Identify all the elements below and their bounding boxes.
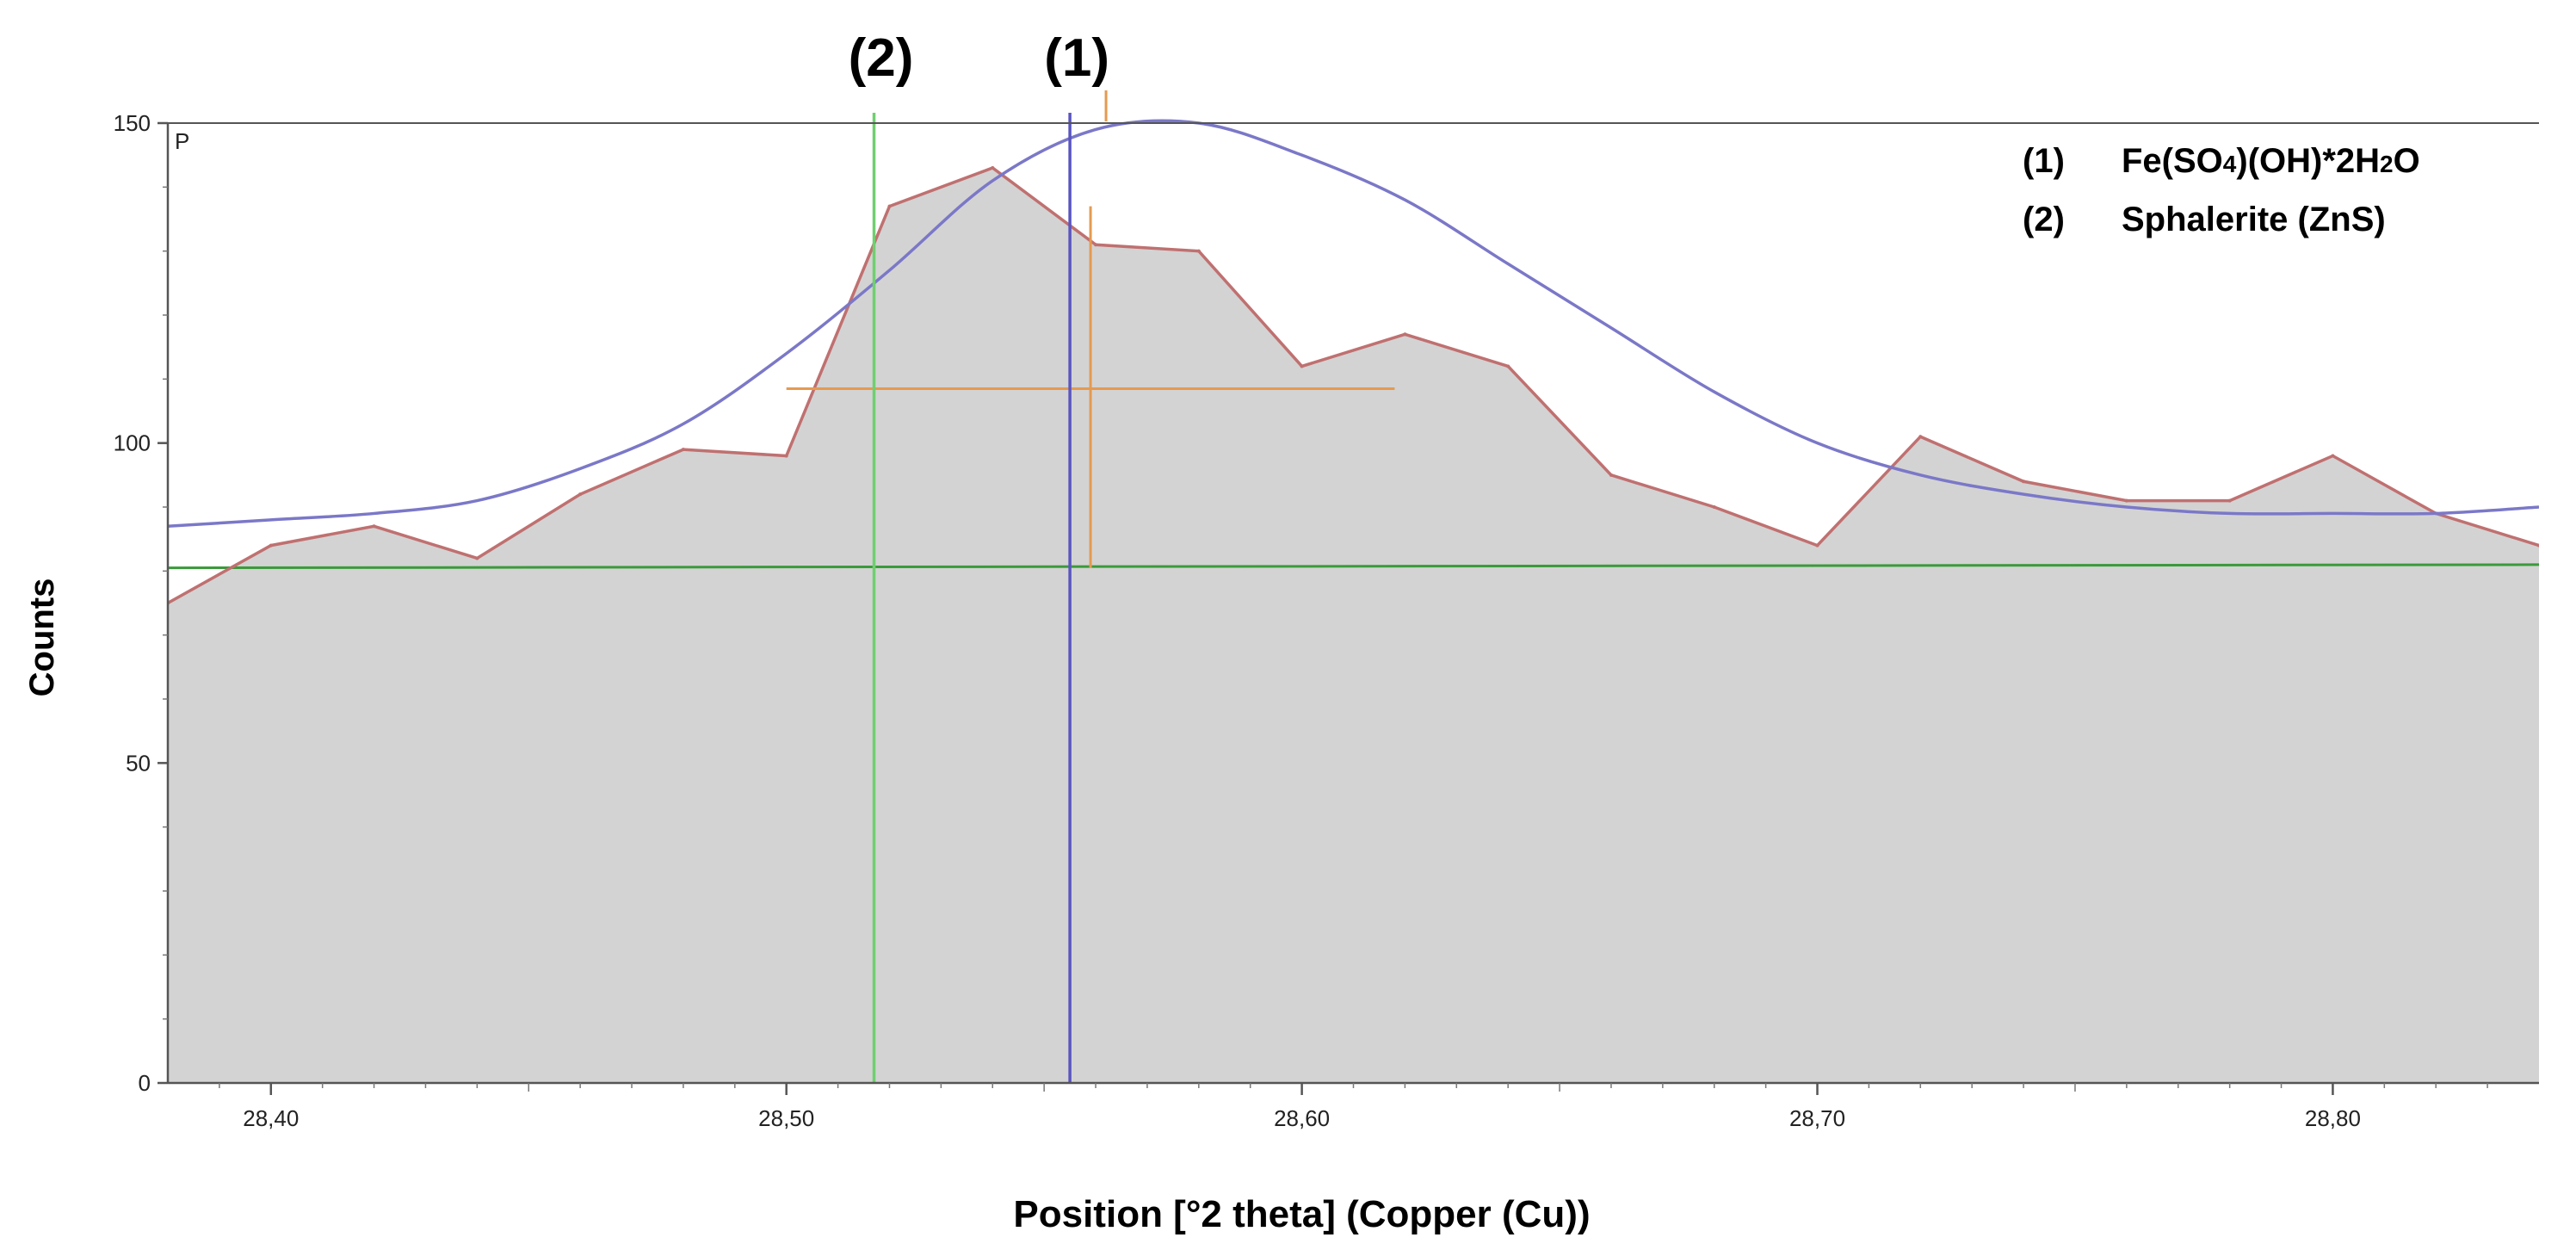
observed-point xyxy=(784,454,788,458)
x-tick-label: 28,80 xyxy=(2305,1105,2361,1131)
observed-point xyxy=(2537,543,2539,548)
y-tick-label: 150 xyxy=(114,110,151,136)
observed-point xyxy=(1506,364,1510,368)
x-tick-label: 28,70 xyxy=(1789,1105,1845,1131)
observed-point xyxy=(1815,543,1819,548)
observed-point xyxy=(1918,435,1923,439)
observed-area xyxy=(168,168,2539,1083)
y-tick-label: 100 xyxy=(114,430,151,456)
observed-point xyxy=(578,492,583,497)
legend-entry: Sphalerite (ZnS) xyxy=(2122,201,2386,238)
observed-line xyxy=(168,166,2539,605)
observed-point xyxy=(2022,480,2026,484)
observed-point xyxy=(887,204,892,208)
x-tick-label: 28,50 xyxy=(758,1105,814,1131)
x-tick-label: 28,60 xyxy=(1274,1105,1330,1131)
observed-point xyxy=(475,556,479,560)
observed-point xyxy=(2331,454,2335,458)
y-axis-title: Counts xyxy=(23,579,61,697)
labels-layer: (2) (1) P 0 50 100 150 28,40 28,50 28,60 28,70 28,8… xyxy=(23,28,2420,1235)
phase-marker-label: (2) xyxy=(849,28,914,88)
observed-point xyxy=(1712,505,1716,509)
calculated-profile-line xyxy=(168,119,2539,529)
observed-point xyxy=(1300,364,1304,368)
observed-point xyxy=(991,166,995,170)
legend-text-part: 4 xyxy=(2223,151,2237,177)
plot-layer xyxy=(168,90,2539,1083)
background-line xyxy=(168,563,2539,570)
observed-point xyxy=(372,524,376,529)
observed-point xyxy=(681,448,685,452)
observed-point xyxy=(2227,498,2232,503)
observed-point xyxy=(1403,332,1407,337)
x-tick-label: 28,40 xyxy=(243,1105,299,1131)
observed-point xyxy=(2124,498,2128,503)
legend-entry: Fe(SO4)(OH)*2H2O xyxy=(2122,142,2420,180)
legend-number: (2) xyxy=(2023,201,2065,238)
y-tick-label: 0 xyxy=(139,1070,151,1096)
legend-text-part: Sphalerite (ZnS) xyxy=(2122,201,2386,238)
legend-number: (1) xyxy=(2023,142,2065,180)
observed-point xyxy=(1196,249,1201,253)
axes-layer xyxy=(158,121,2539,1095)
observed-point xyxy=(269,543,273,548)
phase-marker-label: (1) xyxy=(1044,28,1109,88)
corner-label: P xyxy=(175,128,189,154)
observed-point xyxy=(1094,243,1098,247)
legend-text-part: )(OH)*2H xyxy=(2236,142,2380,180)
y-tick-label: 50 xyxy=(126,750,151,776)
observed-point xyxy=(1609,473,1613,477)
legend-text-part: O xyxy=(2394,142,2420,180)
legend-text-part: 2 xyxy=(2380,151,2394,177)
x-axis-title: Position [°2 theta] (Copper (Cu)) xyxy=(1013,1193,1590,1235)
plot-clip-group xyxy=(168,119,2539,1083)
legend-text-part: Fe(SO xyxy=(2122,142,2223,180)
